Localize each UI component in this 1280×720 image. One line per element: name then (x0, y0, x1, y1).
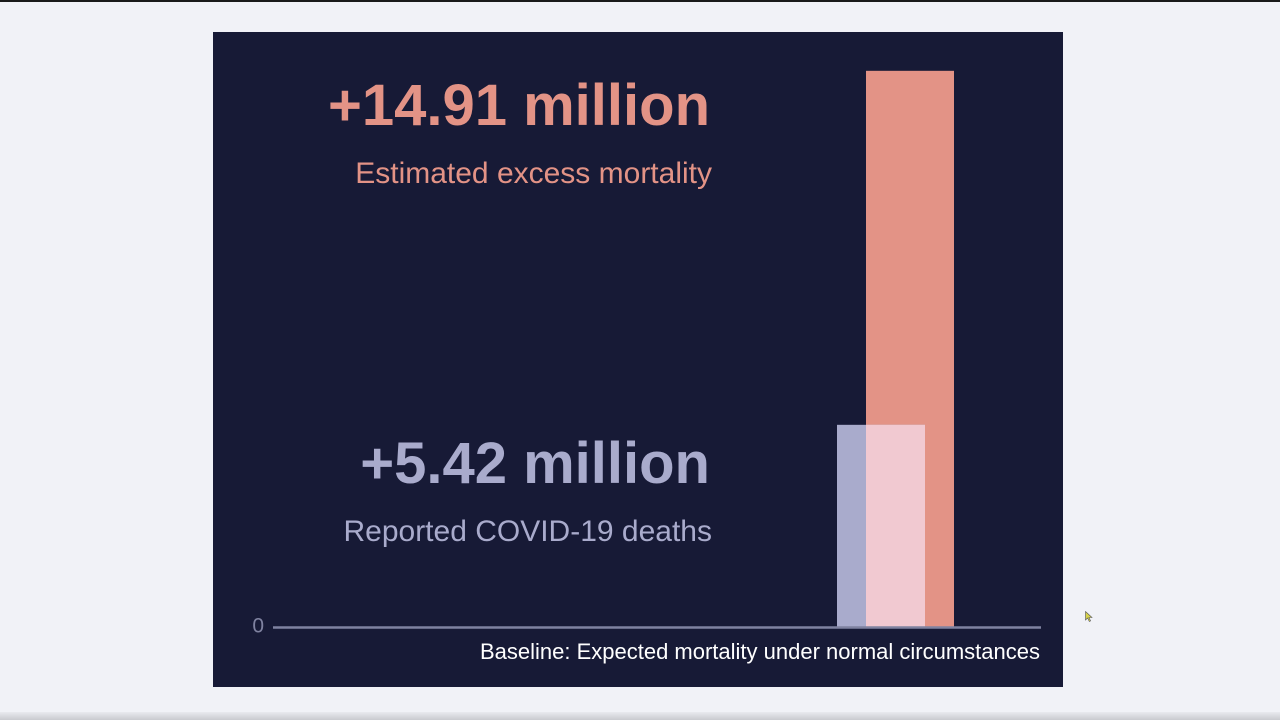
bar-overlap-region (866, 424, 925, 627)
chart-svg: 0 Baseline: Expected mortality under nor… (252, 70, 1041, 664)
y-tick-label-zero: 0 (252, 615, 264, 638)
mouse-cursor-icon (1085, 611, 1093, 622)
excess-mortality-value: +14.91 million (328, 73, 710, 138)
bars-group (837, 70, 954, 628)
top-border (0, 0, 1280, 2)
excess-mortality-description: Estimated excess mortality (355, 157, 712, 190)
reported-deaths-description: Reported COVID-19 deaths (343, 515, 712, 548)
reported-deaths-value: +5.42 million (360, 431, 710, 496)
baseline-label: Baseline: Expected mortality under norma… (480, 639, 1040, 664)
bottom-edge (0, 712, 1280, 720)
chart-panel: 0 Baseline: Expected mortality under nor… (213, 32, 1063, 687)
